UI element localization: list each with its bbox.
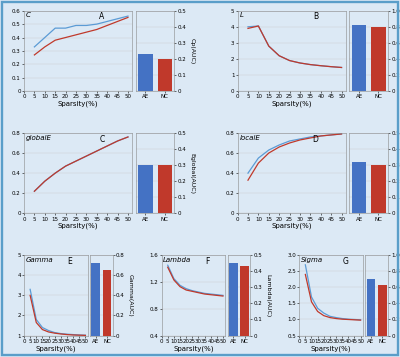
X-axis label: Sparsity(%): Sparsity(%) — [173, 345, 214, 352]
X-axis label: Sparsity(%): Sparsity(%) — [58, 223, 98, 230]
Bar — [158, 59, 172, 91]
Bar — [158, 165, 172, 213]
Text: B: B — [313, 12, 318, 21]
Y-axis label: Lambda(AUC): Lambda(AUC) — [265, 274, 270, 317]
Bar — [103, 270, 111, 336]
Y-axis label: Eglobal(AUC): Eglobal(AUC) — [189, 153, 194, 193]
Text: C: C — [99, 135, 104, 144]
Text: A: A — [99, 12, 104, 21]
Text: G: G — [342, 257, 348, 266]
Bar — [371, 165, 386, 213]
Text: localE: localE — [240, 135, 260, 141]
Text: C: C — [26, 12, 31, 18]
X-axis label: Sparsity(%): Sparsity(%) — [272, 101, 312, 107]
Text: Lambda: Lambda — [163, 257, 191, 263]
Bar — [367, 279, 375, 336]
Bar — [229, 263, 238, 336]
Y-axis label: Cp(AUC): Cp(AUC) — [189, 38, 194, 64]
Bar — [371, 27, 386, 91]
Bar — [352, 162, 366, 213]
X-axis label: Sparsity(%): Sparsity(%) — [58, 101, 98, 107]
X-axis label: Sparsity(%): Sparsity(%) — [272, 223, 312, 230]
Text: globalE: globalE — [26, 135, 52, 141]
Text: E: E — [68, 257, 72, 266]
Bar — [352, 25, 366, 91]
Y-axis label: Gamma(AUC): Gamma(AUC) — [128, 274, 132, 317]
Text: L: L — [240, 12, 244, 18]
Bar — [138, 54, 153, 91]
Bar — [378, 285, 386, 336]
Text: Sigma: Sigma — [300, 257, 323, 263]
Bar — [240, 266, 249, 336]
Text: F: F — [205, 257, 210, 266]
Text: D: D — [312, 135, 318, 144]
X-axis label: Sparsity(%): Sparsity(%) — [36, 345, 76, 352]
Bar — [92, 263, 100, 336]
Text: Gamma: Gamma — [25, 257, 53, 263]
Bar — [138, 165, 153, 213]
X-axis label: Sparsity(%): Sparsity(%) — [311, 345, 351, 352]
